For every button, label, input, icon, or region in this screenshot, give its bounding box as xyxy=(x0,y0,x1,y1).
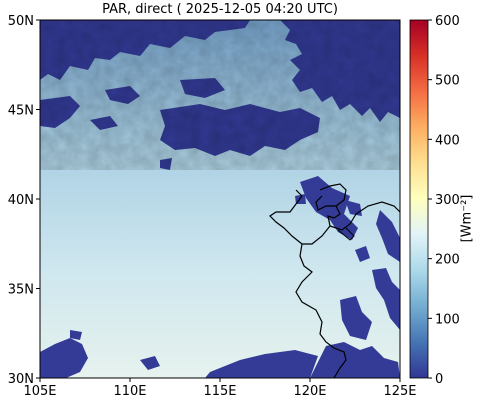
colorbar-tick-label: 300 xyxy=(435,193,460,208)
map-title: PAR, direct ( 2025-12-05 04:20 UTC) xyxy=(102,2,338,17)
map-plot-area xyxy=(40,20,400,378)
x-tick-label: 125E xyxy=(383,384,416,399)
colorbar-tick-label: 200 xyxy=(435,253,460,268)
colorbar-tick-label: 600 xyxy=(435,14,460,29)
x-tick-label: 110E xyxy=(113,384,146,399)
colorbar-unit-label: [Wm⁻²] xyxy=(455,195,480,243)
y-tick-label: 30N xyxy=(8,372,34,387)
x-tick-label: 105E xyxy=(23,384,56,399)
colorbar-tick-label: 0 xyxy=(435,372,443,387)
coastline xyxy=(269,183,400,378)
cloud-south xyxy=(205,350,318,378)
y-tick-label: 35N xyxy=(8,283,34,298)
y-tick-label: 45N xyxy=(8,104,34,119)
colorbar-tick-label: 100 xyxy=(435,312,460,327)
y-axis: 30N 35N 40N 45N 50N xyxy=(8,14,40,387)
colorbar-tick-label: 400 xyxy=(435,133,460,148)
colorbar-gradient xyxy=(409,19,429,379)
y-tick-label: 50N xyxy=(8,14,34,29)
colorbar: 0 100 200 300 400 500 600 xyxy=(409,14,460,387)
y-tick-label: 40N xyxy=(8,193,34,208)
x-axis: 105E 110E 115E 120E 125E xyxy=(23,378,417,399)
x-tick-label: 120E xyxy=(293,384,326,399)
x-tick-label: 115E xyxy=(203,384,236,399)
colorbar-tick-label: 500 xyxy=(435,74,460,89)
colorbar-unit-text: [Wm⁻²] xyxy=(459,194,475,243)
